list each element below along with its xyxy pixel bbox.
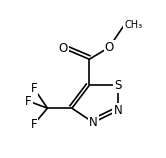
- Text: F: F: [25, 95, 32, 108]
- Text: S: S: [114, 79, 122, 92]
- Text: CH₃: CH₃: [124, 20, 142, 30]
- Text: N: N: [89, 116, 98, 129]
- Text: O: O: [104, 41, 114, 54]
- Text: F: F: [31, 82, 37, 95]
- Text: N: N: [113, 104, 122, 117]
- Text: F: F: [31, 118, 37, 131]
- Text: O: O: [59, 42, 68, 55]
